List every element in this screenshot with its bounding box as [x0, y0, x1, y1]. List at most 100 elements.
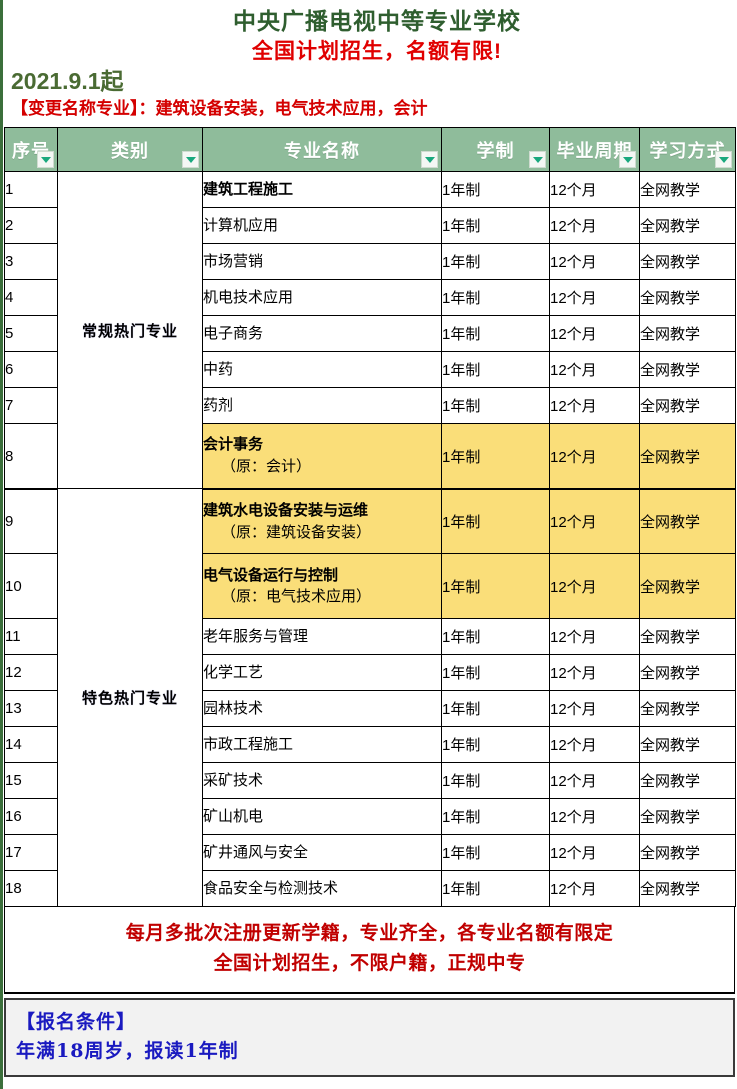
- enrollment-slogan: 全国计划招生，名额有限!: [252, 40, 502, 64]
- table-row: 11 老年服务与管理 1年制 12个月 全网教学: [4, 618, 736, 656]
- cell-index: 10: [4, 553, 58, 620]
- major-name: 电气设备运行与控制: [203, 566, 339, 584]
- major-name: 市场营销: [203, 252, 264, 270]
- table-row: 2 计算机应用 1年制 12个月 全网教学: [4, 207, 736, 245]
- cell-major-name: 矿井通风与安全: [202, 834, 442, 872]
- cell-major-name: 建筑水电设备安装与运维 （原：建筑设备安装）: [202, 488, 442, 555]
- cell-major-name: 中药: [202, 351, 442, 389]
- application-conditions-box: 【报名条件】 年满18周岁，报读1年制: [4, 998, 735, 1078]
- major-name: 会计事务: [203, 436, 264, 454]
- cell-cycle: 12个月: [549, 315, 640, 353]
- cell-major-name: 市政工程施工: [202, 726, 442, 764]
- promo-line-2: 全国计划招生，不限户籍，正规中专: [213, 952, 526, 974]
- table-row: 10 电气设备运行与控制 （原：电气技术应用） 1年制 12个月 全网教学: [4, 553, 736, 620]
- table-row: 15 采矿技术 1年制 12个月 全网教学: [4, 762, 736, 800]
- cell-study-mode: 全网教学: [639, 315, 736, 353]
- cell-study-mode: 全网教学: [639, 690, 736, 728]
- cell-major-name: 药剂: [202, 387, 442, 425]
- cell-system: 1年制: [441, 207, 550, 245]
- cell-study-mode: 全网教学: [639, 243, 736, 281]
- cell-cycle: 12个月: [549, 279, 640, 317]
- cell-study-mode: 全网教学: [639, 553, 736, 620]
- cell-major-name: 园林技术: [202, 690, 442, 728]
- cell-index: 17: [4, 834, 58, 872]
- table-row: 4 机电技术应用 1年制 12个月 全网教学: [4, 279, 736, 317]
- conditions-line-1: 年满18周岁，报读1年制: [16, 1039, 239, 1062]
- cell-major-name: 矿山机电: [202, 798, 442, 836]
- cell-system: 1年制: [441, 387, 550, 425]
- major-name: 老年服务与管理: [203, 627, 309, 645]
- cell-study-mode: 全网教学: [639, 171, 736, 209]
- filter-dropdown-icon[interactable]: [529, 151, 546, 169]
- cell-system: 1年制: [441, 618, 550, 656]
- cell-study-mode: 全网教学: [639, 726, 736, 764]
- cell-study-mode: 全网教学: [639, 387, 736, 425]
- table-row: 6 中药 1年制 12个月 全网教学: [4, 351, 736, 389]
- filter-dropdown-icon[interactable]: [182, 151, 199, 169]
- cell-index: 4: [4, 279, 58, 317]
- cell-cycle: 12个月: [549, 762, 640, 800]
- column-header-major-name[interactable]: 专业名称: [202, 127, 442, 173]
- filter-dropdown-icon[interactable]: [37, 151, 54, 169]
- table-row: 14 市政工程施工 1年制 12个月 全网教学: [4, 726, 736, 764]
- cell-cycle: 12个月: [549, 488, 640, 555]
- cell-study-mode: 全网教学: [639, 834, 736, 872]
- cell-major-name: 采矿技术: [202, 762, 442, 800]
- major-name: 矿井通风与安全: [203, 843, 309, 861]
- cell-system: 1年制: [441, 488, 550, 555]
- table-header-row: 序号 类别 专业名称 学制 毕业周期: [4, 127, 736, 173]
- major-name: 食品安全与检测技术: [203, 879, 339, 897]
- column-label: 专业名称: [284, 140, 360, 161]
- cell-system: 1年制: [441, 870, 550, 908]
- major-name: 采矿技术: [203, 771, 264, 789]
- cell-major-name: 建筑工程施工: [202, 171, 442, 209]
- filter-dropdown-icon[interactable]: [421, 151, 438, 169]
- filter-dropdown-icon[interactable]: [715, 151, 732, 169]
- name-change-notice: 【变更名称专业】：建筑设备安装，电气技术应用，会计: [11, 99, 428, 119]
- cell-index: 12: [4, 654, 58, 692]
- column-header-mode[interactable]: 学习方式: [639, 127, 736, 173]
- cell-index: 7: [4, 387, 58, 425]
- cell-category: 特色热门专业: [57, 488, 203, 908]
- cell-system: 1年制: [441, 762, 550, 800]
- table-row: 8 会计事务 （原：会计） 1年制 12个月 全网教学: [4, 423, 736, 490]
- school-title: 中央广播电视中等专业学校: [233, 8, 521, 34]
- cell-cycle: 12个月: [549, 870, 640, 908]
- cell-major-name: 老年服务与管理: [202, 618, 442, 656]
- cell-cycle: 12个月: [549, 423, 640, 490]
- filter-dropdown-icon[interactable]: [619, 151, 636, 169]
- cell-study-mode: 全网教学: [639, 279, 736, 317]
- cell-major-name: 市场营销: [202, 243, 442, 281]
- cell-system: 1年制: [441, 171, 550, 209]
- column-header-category[interactable]: 类别: [57, 127, 203, 173]
- cell-index: 6: [4, 351, 58, 389]
- promo-banner: 每月多批次注册更新学籍，专业齐全，各专业名额有限定 全国计划招生，不限户籍，正规…: [4, 907, 735, 995]
- cell-index: 9: [4, 488, 58, 555]
- cell-system: 1年制: [441, 553, 550, 620]
- cell-system: 1年制: [441, 243, 550, 281]
- promo-line-1: 每月多批次注册更新学籍，专业齐全，各专业名额有限定: [125, 923, 614, 945]
- column-header-cycle[interactable]: 毕业周期: [549, 127, 640, 173]
- cell-system: 1年制: [441, 423, 550, 490]
- major-name: 机电技术应用: [203, 288, 294, 306]
- cell-index: 14: [4, 726, 58, 764]
- cell-index: 16: [4, 798, 58, 836]
- column-header-index[interactable]: 序号: [4, 127, 58, 173]
- major-name: 矿山机电: [203, 807, 264, 825]
- cell-study-mode: 全网教学: [639, 351, 736, 389]
- column-header-system[interactable]: 学制: [441, 127, 550, 173]
- cell-major-name: 计算机应用: [202, 207, 442, 245]
- cell-cycle: 12个月: [549, 834, 640, 872]
- cell-system: 1年制: [441, 834, 550, 872]
- cell-system: 1年制: [441, 798, 550, 836]
- major-former-name: （原：会计）: [221, 458, 312, 476]
- cell-index: 18: [4, 870, 58, 908]
- table-row: 16 矿山机电 1年制 12个月 全网教学: [4, 798, 736, 836]
- effective-date: 2021.9.1起: [11, 68, 124, 95]
- cell-study-mode: 全网教学: [639, 870, 736, 908]
- cell-cycle: 12个月: [549, 690, 640, 728]
- cell-cycle: 12个月: [549, 171, 640, 209]
- major-name: 市政工程施工: [203, 735, 294, 753]
- cell-major-name: 电子商务: [202, 315, 442, 353]
